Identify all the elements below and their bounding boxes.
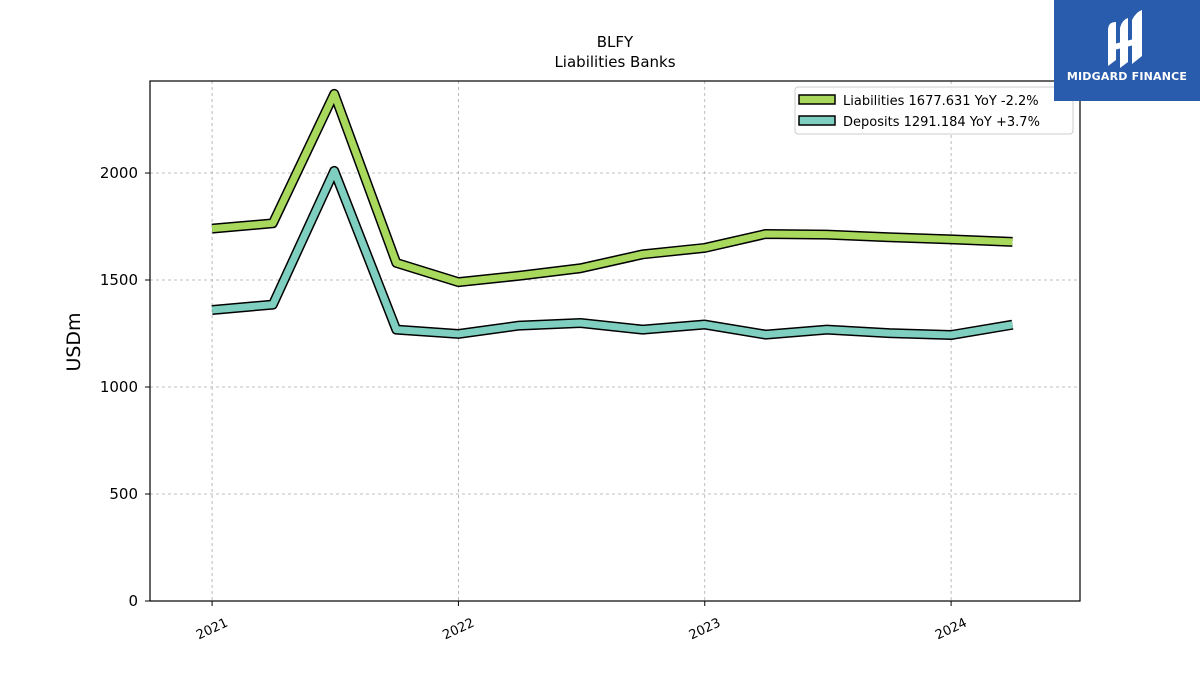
x-tick-label: 2024 — [933, 616, 969, 644]
brand-mark-icon — [1108, 10, 1142, 68]
y-tick-label: 1500 — [100, 271, 138, 289]
plot-frame — [149, 80, 1081, 602]
series-outline — [211, 165, 1014, 341]
y-tick-label: 1000 — [100, 378, 138, 396]
y-tick-label: 500 — [109, 485, 138, 503]
grid — [150, 81, 1080, 601]
legend-swatch — [798, 115, 836, 126]
x-tick-label: 2022 — [440, 616, 476, 644]
legend: Liabilities 1677.631 YoY -2.2% Deposits 1… — [794, 86, 1074, 135]
legend-label: Liabilities 1677.631 YoY -2.2% — [843, 94, 1039, 109]
series-line — [211, 90, 1013, 286]
series-line — [211, 167, 1014, 339]
series-lines — [211, 88, 1014, 341]
y-tick-label: 0 — [128, 592, 138, 610]
x-tick-label: 2021 — [194, 616, 230, 644]
y-tick-label: 2000 — [100, 164, 138, 182]
x-tick-label: 2023 — [687, 616, 723, 644]
legend-swatch — [798, 94, 836, 105]
chart-subtitle: Liabilities Banks — [554, 53, 675, 71]
brand-logo: MIDGARD FINANCE — [1054, 0, 1200, 101]
chart-title: BLFY — [597, 33, 634, 51]
axes: 0 500 1000 1500 2000 2021 2022 2023 2024 — [100, 80, 1081, 644]
legend-label: Deposits 1291.184 YoY +3.7% — [843, 115, 1040, 130]
y-axis-label: USDm — [63, 312, 85, 371]
brand-name: MIDGARD FINANCE — [1066, 70, 1188, 83]
legend-box — [794, 86, 1074, 135]
